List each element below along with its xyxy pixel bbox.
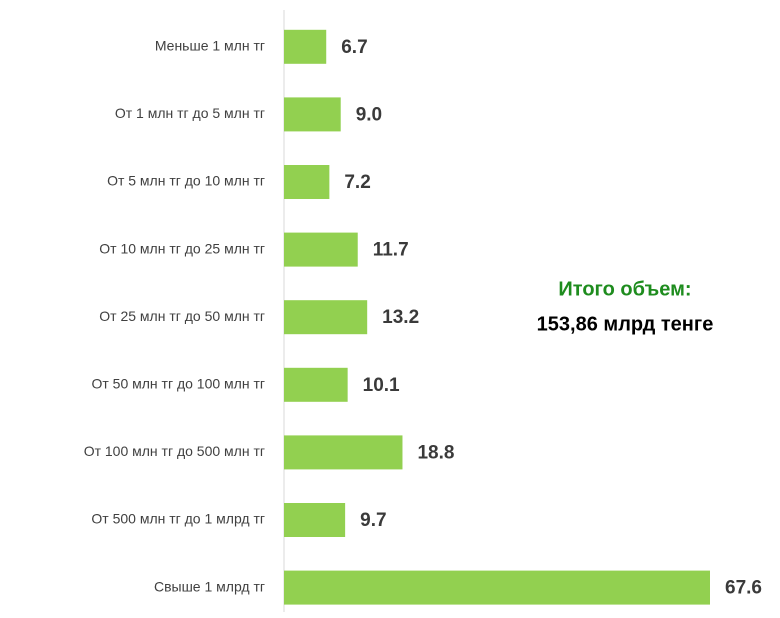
bar [284, 232, 358, 267]
annotation: Итого объем: [558, 278, 691, 300]
value-label: 9.7 [360, 510, 386, 531]
category-label: От 100 млн тг до 500 млн тг [84, 443, 265, 459]
value-label: 18.8 [417, 442, 454, 463]
category-label: От 500 млн тг до 1 млрд тг [91, 511, 265, 527]
annotation: 153,86 млрд тенге [537, 313, 714, 335]
category-label: От 50 млн тг до 100 млн тг [91, 376, 265, 392]
value-label: 11.7 [373, 240, 409, 261]
bar [284, 300, 368, 335]
category-label: От 10 млн тг до 25 млн тг [99, 240, 265, 256]
category-label: Меньше 1 млн тг [155, 38, 265, 54]
category-label: От 25 млн тг до 50 млн тг [99, 308, 265, 324]
bar [284, 367, 348, 402]
bar [284, 165, 330, 199]
category-label: От 1 млн тг до 5 млн тг [115, 105, 265, 121]
bar [284, 97, 341, 132]
bar [284, 29, 327, 64]
value-label: 67.6 [725, 578, 762, 599]
value-label: 10.1 [363, 375, 400, 396]
value-label: 13.2 [382, 307, 419, 328]
category-label: Свыше 1 млрд тг [154, 578, 265, 594]
bar [284, 570, 710, 605]
value-label: 9.0 [356, 104, 382, 125]
category-label: От 5 млн тг до 10 млн тг [107, 173, 265, 189]
bar [284, 435, 403, 470]
bar [284, 503, 346, 537]
value-label: 6.7 [341, 37, 367, 58]
value-label: 7.2 [344, 172, 370, 193]
